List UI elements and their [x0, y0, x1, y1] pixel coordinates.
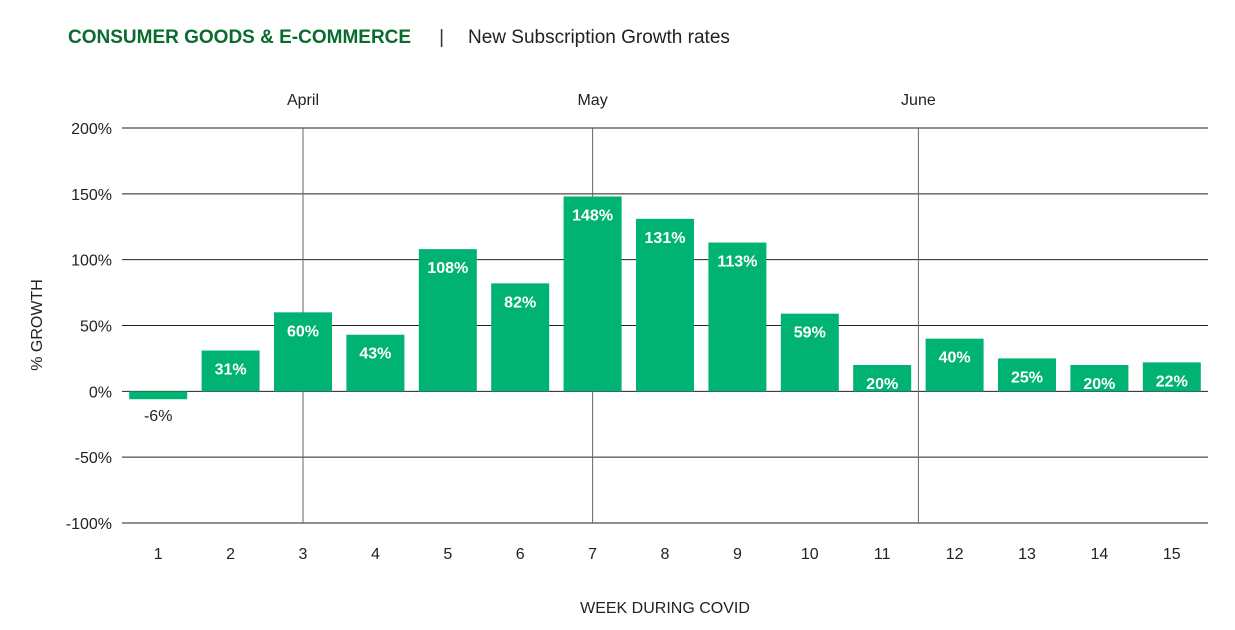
x-tick-label: 1 — [154, 546, 163, 563]
y-tick-label: 0% — [89, 384, 112, 401]
x-tick-label: 7 — [588, 546, 597, 563]
data-label: 131% — [645, 230, 686, 247]
bar — [925, 338, 984, 392]
y-tick-label: 100% — [71, 253, 112, 270]
bar — [1070, 365, 1129, 392]
bar — [998, 358, 1056, 392]
data-label: 60% — [287, 323, 319, 340]
data-label: -6% — [144, 408, 172, 425]
data-label: 108% — [427, 260, 468, 277]
data-label: 148% — [572, 207, 613, 224]
chart-title: CONSUMER GOODS & E-COMMERCE — [68, 27, 412, 48]
x-tick-label: 3 — [299, 546, 308, 563]
data-label: 20% — [866, 376, 898, 393]
x-tick-label: 6 — [516, 546, 525, 563]
data-label: 25% — [1011, 369, 1043, 386]
y-axis-title: % GROWTH — [29, 279, 46, 371]
data-label: 43% — [359, 346, 391, 363]
data-label: 59% — [794, 325, 826, 342]
x-tick-label: 9 — [733, 546, 742, 563]
y-tick-label: -50% — [75, 450, 112, 467]
data-label: 20% — [1083, 376, 1115, 393]
data-label: 31% — [215, 362, 247, 379]
x-tick-label: 12 — [946, 546, 964, 563]
y-tick-label: 200% — [71, 121, 112, 138]
x-tick-label: 11 — [874, 546, 891, 563]
bar — [129, 391, 188, 400]
x-tick-label: 15 — [1163, 546, 1181, 563]
month-label: May — [577, 92, 607, 109]
month-label: April — [287, 92, 319, 109]
month-label: June — [901, 92, 936, 109]
data-label: 40% — [939, 350, 971, 367]
bar — [780, 313, 839, 392]
data-label: 22% — [1156, 373, 1188, 390]
data-label: 82% — [504, 294, 536, 311]
bar — [708, 242, 767, 392]
x-tick-label: 13 — [1018, 546, 1036, 563]
bar — [636, 218, 694, 392]
x-tick-label: 10 — [801, 546, 819, 563]
bar — [418, 249, 477, 392]
bar — [1142, 362, 1201, 392]
chart-subtitle: New Subscription Growth rates — [468, 27, 730, 48]
data-label: 113% — [717, 254, 757, 271]
x-tick-label: 8 — [661, 546, 670, 563]
bar — [201, 350, 260, 392]
bar — [853, 365, 912, 392]
chart-header: CONSUMER GOODS & E-COMMERCE | New Subscrip… — [68, 27, 730, 49]
bar — [563, 196, 622, 392]
bar — [274, 312, 332, 392]
bar — [491, 283, 550, 392]
title-separator: | — [439, 27, 445, 48]
x-tick-label: 4 — [371, 546, 380, 563]
x-tick-label: 14 — [1091, 546, 1109, 563]
bar — [346, 334, 405, 392]
x-tick-label: 2 — [226, 546, 235, 563]
x-axis-title: WEEK DURING COVID — [580, 600, 750, 617]
x-tick-label: 5 — [443, 546, 452, 563]
y-tick-label: 150% — [71, 187, 112, 204]
y-tick-label: -100% — [66, 516, 112, 533]
y-tick-label: 50% — [80, 319, 112, 336]
